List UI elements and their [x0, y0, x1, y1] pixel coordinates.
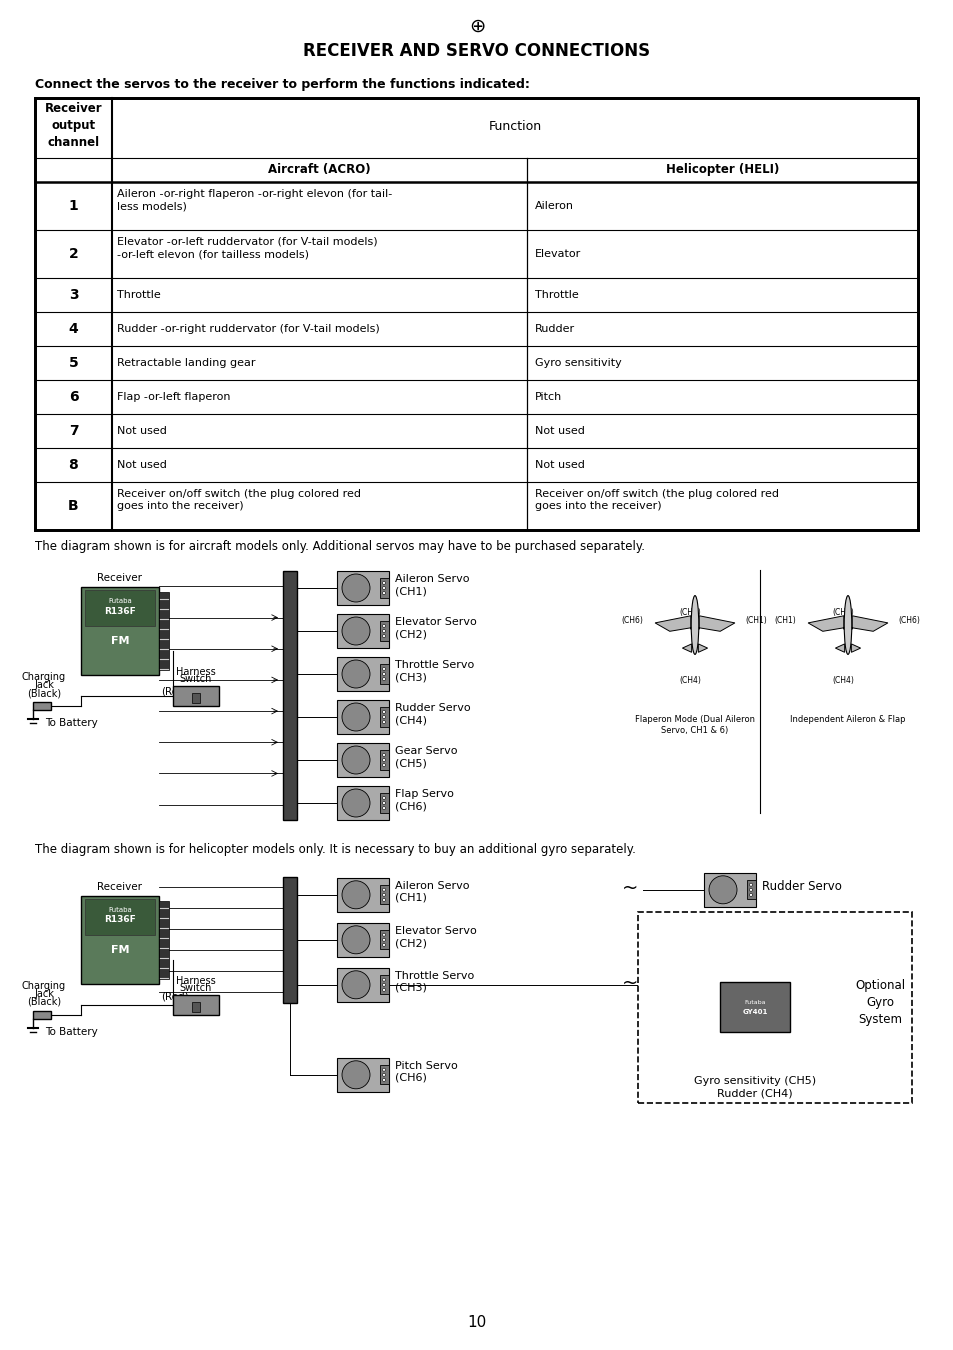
Text: Elevator Servo
(CH2): Elevator Servo (CH2): [395, 617, 476, 639]
Text: R136F: R136F: [104, 915, 135, 925]
Text: Optional
Gyro
System: Optional Gyro System: [854, 979, 904, 1026]
Circle shape: [341, 574, 370, 602]
Text: Function: Function: [488, 120, 541, 132]
Text: The diagram shown is for aircraft models only. Additional servos may have to be : The diagram shown is for aircraft models…: [35, 540, 644, 553]
Text: 3: 3: [69, 288, 78, 302]
Circle shape: [382, 586, 385, 590]
Text: Throttle Servo
(CH3): Throttle Servo (CH3): [395, 971, 474, 994]
Circle shape: [382, 1073, 385, 1076]
Circle shape: [382, 667, 385, 671]
Circle shape: [382, 764, 385, 767]
Text: Rudder Servo
(CH4): Rudder Servo (CH4): [395, 703, 470, 725]
Bar: [379, 579, 389, 598]
Text: Elevator: Elevator: [535, 248, 580, 259]
Text: (CH6): (CH6): [620, 616, 642, 625]
Text: (Red): (Red): [161, 686, 189, 697]
Circle shape: [382, 802, 385, 805]
Text: Not used: Not used: [117, 427, 167, 436]
Circle shape: [382, 1068, 385, 1071]
Bar: [379, 1065, 389, 1084]
Bar: [638, 911, 911, 1103]
Bar: [336, 878, 389, 911]
Text: Futaba: Futaba: [108, 598, 132, 603]
Text: The diagram shown is for helicopter models only. It is necessary to buy an addit: The diagram shown is for helicopter mode…: [35, 842, 636, 856]
Text: B: B: [68, 500, 79, 513]
Circle shape: [382, 933, 385, 936]
Text: Elevator Servo
(CH2): Elevator Servo (CH2): [395, 926, 476, 948]
Text: Throttle: Throttle: [117, 290, 161, 300]
Text: Not used: Not used: [535, 460, 584, 470]
Circle shape: [341, 971, 370, 999]
Circle shape: [382, 983, 385, 987]
Bar: [336, 614, 389, 648]
Bar: [703, 873, 755, 907]
Text: Rudder: Rudder: [535, 324, 575, 333]
Bar: [159, 593, 169, 670]
Bar: [33, 702, 51, 710]
Text: FM: FM: [111, 945, 129, 954]
Circle shape: [382, 796, 385, 799]
Text: Receiver: Receiver: [97, 572, 142, 583]
Text: 7: 7: [69, 424, 78, 437]
Text: Gyro sensitivity (CH5)
Rudder (CH4): Gyro sensitivity (CH5) Rudder (CH4): [693, 1076, 815, 1099]
Circle shape: [749, 894, 752, 896]
Circle shape: [382, 988, 385, 991]
Circle shape: [382, 716, 385, 718]
Text: FM: FM: [111, 636, 129, 647]
Text: (Black): (Black): [27, 688, 61, 698]
Bar: [379, 930, 389, 949]
Text: (CH4): (CH4): [679, 675, 700, 684]
Bar: [379, 621, 389, 640]
Circle shape: [341, 703, 370, 730]
Circle shape: [382, 944, 385, 946]
Bar: [192, 1002, 200, 1011]
Text: Elevator -or-left ruddervator (for V-tail models)
-or-left elevon (for tailless : Elevator -or-left ruddervator (for V-tai…: [117, 236, 377, 259]
Polygon shape: [681, 644, 691, 652]
Text: 8: 8: [69, 458, 78, 472]
Polygon shape: [835, 644, 843, 652]
Text: R136F: R136F: [104, 606, 135, 616]
Text: Helicopter (HELI): Helicopter (HELI): [665, 163, 779, 177]
Bar: [336, 786, 389, 819]
Text: Receiver: Receiver: [97, 882, 142, 892]
Text: (CH2): (CH2): [679, 609, 700, 617]
Circle shape: [341, 880, 370, 909]
Circle shape: [382, 753, 385, 756]
Bar: [336, 1058, 389, 1092]
Bar: [379, 664, 389, 683]
Text: 6: 6: [69, 390, 78, 404]
Text: Jack: Jack: [34, 988, 54, 999]
Text: (CH4): (CH4): [831, 675, 853, 684]
Text: Pitch: Pitch: [535, 392, 561, 402]
Bar: [81, 587, 159, 675]
Text: Futaba: Futaba: [743, 1000, 765, 1004]
Text: Aileron -or-right flaperon -or-right elevon (for tail-
less models): Aileron -or-right flaperon -or-right ele…: [117, 189, 392, 212]
Circle shape: [382, 888, 385, 891]
Circle shape: [382, 710, 385, 713]
Text: To Battery: To Battery: [45, 718, 97, 728]
Circle shape: [382, 938, 385, 941]
Text: Aileron Servo
(CH1): Aileron Servo (CH1): [395, 574, 469, 597]
Ellipse shape: [691, 595, 698, 655]
Text: Switch: Switch: [179, 674, 212, 684]
Text: Aircraft (ACRO): Aircraft (ACRO): [268, 163, 371, 177]
Text: Receiver
output
channel: Receiver output channel: [45, 103, 102, 150]
Circle shape: [341, 1061, 370, 1089]
Circle shape: [382, 898, 385, 902]
Ellipse shape: [843, 595, 851, 655]
Text: GY401: GY401: [741, 1010, 767, 1015]
Polygon shape: [698, 644, 707, 652]
Text: 4: 4: [69, 323, 78, 336]
Bar: [159, 900, 169, 979]
Circle shape: [382, 629, 385, 633]
Text: Flap Servo
(CH6): Flap Servo (CH6): [395, 788, 454, 811]
Circle shape: [341, 660, 370, 688]
Bar: [172, 995, 219, 1015]
Text: (CH1): (CH1): [774, 616, 795, 625]
Circle shape: [708, 876, 737, 903]
Text: ⊕: ⊕: [468, 18, 485, 36]
Bar: [85, 899, 154, 934]
Text: Not used: Not used: [117, 460, 167, 470]
Text: Throttle: Throttle: [535, 290, 578, 300]
Circle shape: [382, 759, 385, 761]
